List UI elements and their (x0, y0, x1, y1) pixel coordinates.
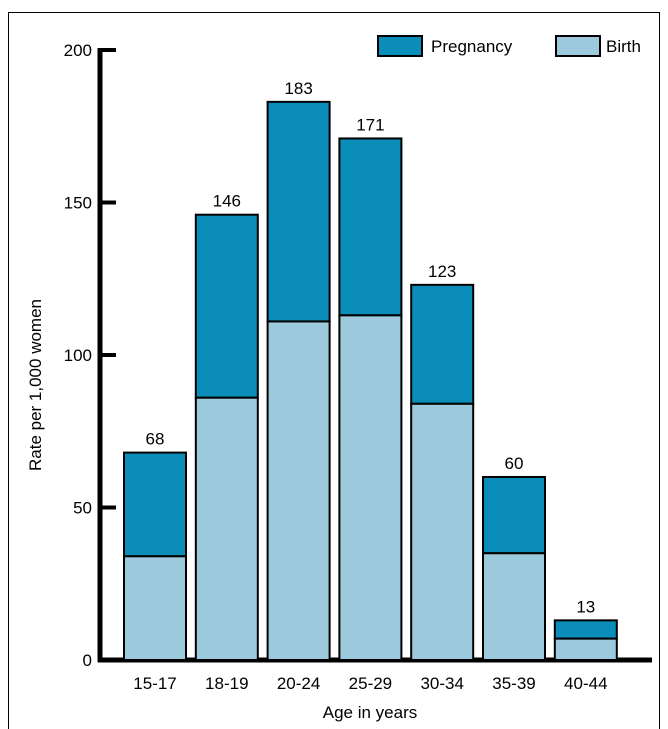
legend-birth-label: Birth (606, 37, 641, 56)
bar-pregnancy-15-17 (123, 451, 187, 558)
y-tick-label: 200 (64, 41, 92, 60)
y-tick-label: 0 (83, 651, 92, 670)
bars: 68 15-17 146 18-19 183 20-24 171 25-29 123 30-34 6… (123, 79, 618, 693)
bar-birth-40-44 (553, 637, 618, 662)
legend-pregnancy-label: Pregnancy (431, 37, 513, 56)
x-tick-label: 40-44 (564, 674, 607, 693)
legend-pregnancy-swatch (377, 35, 423, 57)
data-label-18-19: 146 (213, 192, 241, 211)
x-axis-label: Age in years (323, 703, 418, 722)
bar-pregnancy-30-34 (410, 283, 475, 405)
bar-birth-30-34 (410, 402, 475, 661)
bar-pregnancy-35-39 (482, 476, 546, 555)
bar-pregnancy-25-29 (338, 137, 403, 317)
data-label-15-17: 68 (146, 430, 165, 449)
y-axis: 0 50 100 150 200 (64, 41, 116, 670)
x-tick-label: 15-17 (133, 674, 176, 693)
bar-pregnancy-18-19 (194, 213, 259, 399)
bar-pregnancy-40-44 (553, 619, 618, 640)
bar-birth-15-17 (123, 555, 187, 661)
bar-birth-18-19 (194, 396, 259, 661)
y-tick-label: 50 (73, 499, 92, 518)
bar-birth-35-39 (482, 552, 546, 661)
legend-birth-swatch (555, 35, 601, 57)
chart-frame (8, 12, 660, 729)
data-label-20-24: 183 (284, 79, 312, 98)
bar-pregnancy-20-24 (266, 100, 331, 323)
bar-birth-20-24 (266, 320, 331, 661)
data-label-35-39: 60 (505, 454, 524, 473)
legend: Pregnancy Birth (377, 35, 641, 57)
x-tick-label: 30-34 (420, 674, 463, 693)
x-tick-label: 20-24 (277, 674, 320, 693)
y-tick-label: 150 (64, 194, 92, 213)
x-tick-label: 25-29 (349, 674, 392, 693)
data-label-25-29: 171 (356, 115, 384, 134)
data-label-40-44: 13 (576, 597, 595, 616)
y-axis-label: Rate per 1,000 women (26, 299, 45, 471)
x-tick-label: 18-19 (205, 674, 248, 693)
bar-birth-25-29 (338, 314, 403, 661)
data-label-30-34: 123 (428, 262, 456, 281)
y-tick-label: 100 (64, 346, 92, 365)
x-tick-label: 35-39 (492, 674, 535, 693)
